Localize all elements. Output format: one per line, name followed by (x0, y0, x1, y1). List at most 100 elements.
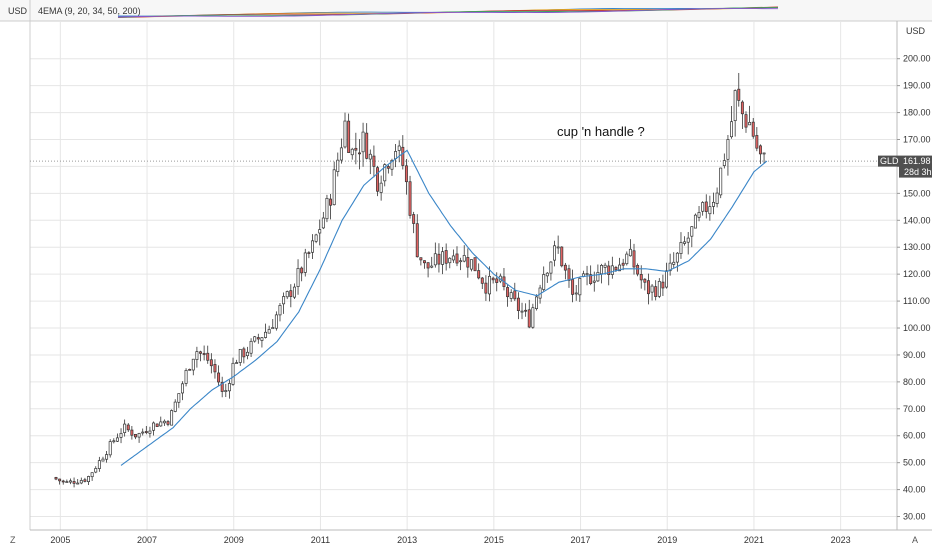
candle-body (386, 166, 390, 169)
y-tick-label: 100.00 (903, 323, 931, 333)
ema-20-line (120, 149, 768, 466)
candle-body (354, 147, 358, 151)
symbol-tag-bg (878, 155, 899, 167)
candle-body (726, 139, 730, 160)
price-axis[interactable]: 30.00 40.00 50.00 60.00 70.00 80.00 90.00 100.0… (897, 54, 931, 522)
candle-body (430, 265, 434, 268)
currency-label-left[interactable]: USD (8, 6, 28, 16)
candle-body (166, 421, 170, 425)
last-price-tag: GLD 161.98 28d 3h (878, 155, 932, 178)
candle-body (531, 307, 535, 328)
candle-body (401, 146, 405, 166)
candle-body (148, 430, 152, 434)
candle-body (235, 362, 239, 364)
candle-body (469, 259, 473, 270)
candle-body (278, 305, 282, 316)
candle-body (704, 201, 708, 212)
candle-body (560, 246, 564, 267)
candle-body (477, 270, 481, 279)
candle-body (303, 252, 307, 273)
candle-body (751, 121, 755, 137)
price-tag-bg (899, 155, 932, 178)
candle-body (54, 477, 58, 480)
y-tick-label: 130.00 (903, 242, 931, 252)
candle-body (556, 246, 560, 249)
candle-body (318, 229, 322, 234)
candle-body (578, 278, 582, 296)
candle-body (520, 310, 524, 313)
candle-body (661, 281, 665, 289)
candle-body (90, 472, 94, 478)
candle-body (253, 336, 257, 342)
candle-body (347, 120, 351, 153)
indicator-legend[interactable]: 4EMA (9, 20, 34, 50, 200) (38, 6, 141, 16)
candle-body (516, 297, 520, 312)
candle-body (336, 159, 340, 172)
y-tick-label: 70.00 (903, 404, 926, 414)
candle-body (184, 370, 188, 384)
candle-body (217, 372, 221, 383)
candle-body (264, 331, 268, 338)
candle-body (115, 437, 119, 442)
candle-body (152, 422, 156, 431)
candle-body (484, 282, 488, 294)
candle-body (383, 164, 387, 182)
candle-body (426, 262, 430, 269)
candle-body (654, 286, 658, 297)
candle-body (589, 274, 593, 284)
y-tick-label: 60.00 (903, 431, 926, 441)
x-tick-label: 2013 (397, 535, 417, 545)
candle-body (455, 253, 459, 264)
timezone-corner-left[interactable]: Z (10, 535, 16, 545)
y-tick-label: 190.00 (903, 81, 931, 91)
candle-body (683, 241, 687, 244)
candle-body (473, 257, 477, 272)
candle-body (549, 261, 553, 274)
indicator-mini-preview (117, 6, 779, 18)
candle-body (206, 352, 210, 361)
candle-body (376, 167, 379, 192)
candle-body (737, 88, 741, 101)
candle-body (188, 368, 192, 371)
candle-body (220, 381, 224, 392)
candle-body (459, 260, 463, 263)
candle-body (126, 424, 130, 431)
candle-body (697, 212, 701, 218)
y-tick-label: 120.00 (903, 269, 931, 279)
candle-body (61, 480, 65, 483)
candle-body (361, 131, 365, 153)
candle-body (758, 145, 762, 155)
chart-annotation[interactable]: cup 'n handle ? (557, 124, 645, 139)
candle-body (643, 278, 647, 283)
candle-body (444, 250, 448, 264)
candle-body (162, 420, 166, 424)
time-axis[interactable]: 2005 2007 2009 2011 2013 2015 2017 2019 2021 2023 (50, 535, 850, 545)
currency-label-right[interactable]: USD (906, 26, 926, 36)
candle-body (618, 264, 622, 272)
candle-body (155, 423, 159, 427)
candle-body (748, 122, 752, 126)
candle-body (134, 433, 137, 438)
candle-body (274, 314, 278, 329)
candle-body (451, 255, 455, 261)
candle-body (72, 481, 76, 484)
auto-scale-corner-right[interactable]: A (912, 535, 918, 545)
candle-body (650, 285, 654, 293)
candle-body (224, 390, 228, 392)
candle-body (524, 309, 528, 312)
candle-body (665, 270, 668, 288)
x-tick-label: 2005 (50, 535, 70, 545)
y-tick-label: 30.00 (903, 512, 926, 522)
candle-body (603, 264, 607, 268)
candle-body (267, 329, 271, 334)
candle-body (722, 160, 726, 166)
candle-body (513, 290, 517, 300)
candle-body (636, 265, 640, 275)
candle-body (101, 458, 105, 462)
candle-body (108, 441, 112, 456)
candle-body (585, 273, 589, 276)
price-tag-value: 161.98 (903, 156, 931, 166)
candle-body (628, 248, 632, 257)
candle-body (506, 287, 510, 298)
